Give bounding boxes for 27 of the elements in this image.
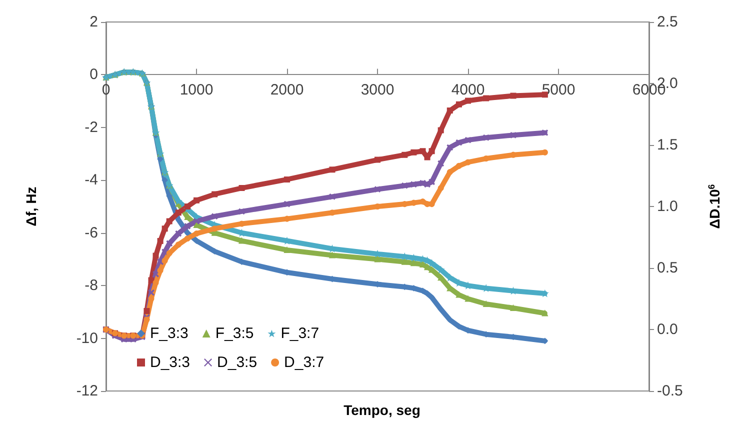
y-tick-label: -12 (76, 382, 98, 400)
y-tick-label: -8 (84, 277, 98, 294)
legend-label: D_3:3 (150, 354, 190, 371)
legend-label: D_3:5 (217, 354, 258, 371)
y2-tick-label: 1.5 (657, 136, 678, 154)
legend-label: F_3:7 (280, 325, 320, 342)
y2-tick-label: 1.0 (657, 198, 678, 215)
x-axis-title: Tempo, seg (344, 402, 420, 418)
y-axis-title: Δf, Hz (23, 186, 39, 226)
legend-label: F_3:3 (150, 325, 188, 342)
y-tick-label: -10 (76, 330, 98, 347)
y2-axis-title: ΔD.106 (706, 184, 722, 229)
x-tick-label: 2000 (270, 82, 304, 99)
legend-label: F_3:5 (215, 325, 254, 342)
y-tick-label: -2 (84, 118, 98, 136)
x-tick-label: 1000 (180, 82, 214, 99)
y-tick-label: 2 (90, 14, 98, 30)
x-tick-label: 3000 (360, 82, 394, 99)
y2-tick-label: 0.0 (657, 321, 678, 338)
y-tick-label: 0 (90, 66, 98, 84)
legend-label: D_3:7 (284, 354, 324, 371)
y-tick-label: -4 (84, 172, 98, 189)
x-tick-label: 4000 (451, 82, 485, 99)
y-tick-label: -6 (84, 224, 98, 242)
y2-tick-label: 2.5 (657, 14, 678, 30)
y2-tick-label: 0.5 (657, 260, 678, 276)
y2-tick-label: -0.5 (657, 382, 683, 400)
